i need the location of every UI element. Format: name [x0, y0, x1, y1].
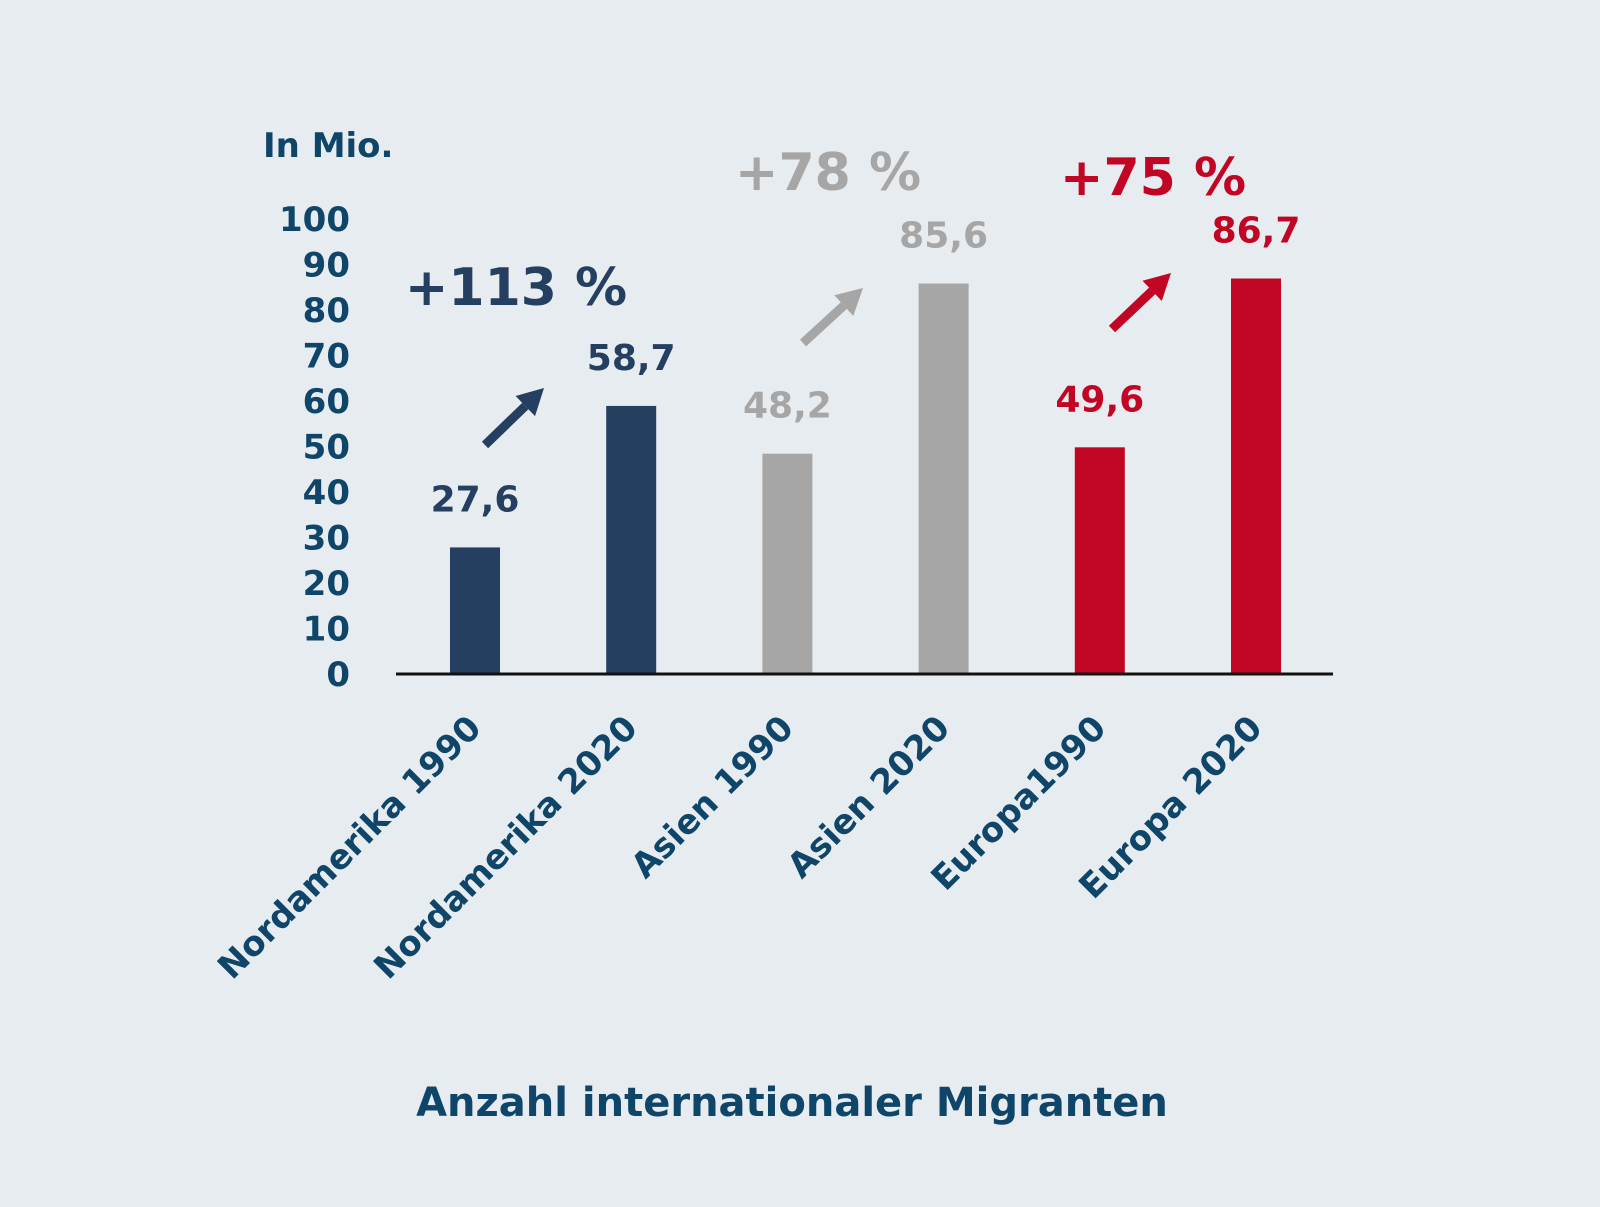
value-label: 49,6 [1055, 379, 1144, 420]
change-percent-label: +113 % [405, 258, 627, 318]
y-tick-label: 100 [279, 200, 350, 240]
chart-title: Anzahl internationaler Migranten [416, 1080, 1168, 1126]
y-tick-label: 90 [303, 246, 350, 286]
arrow-head [834, 288, 863, 316]
value-label: 86,7 [1212, 211, 1301, 252]
arrow-shaft [1108, 287, 1156, 333]
x-tick-label: Nordamerika 1990 [210, 708, 489, 987]
bar [918, 283, 969, 673]
y-tick-label: 40 [303, 473, 350, 513]
value-label: 58,7 [587, 338, 676, 379]
arrow-head [1142, 273, 1171, 302]
y-tick-label: 0 [326, 655, 350, 695]
bar [606, 405, 657, 673]
change-percent-label: +75 % [1060, 148, 1246, 208]
bar [1231, 278, 1281, 673]
arrow-up-right-icon [481, 388, 544, 449]
value-label: 27,6 [431, 479, 520, 520]
change-percent-label: +78 % [735, 143, 921, 203]
y-axis-ticks: 0 10 20 30 40 50 60 70 80 90 100 [279, 200, 350, 695]
bar [450, 547, 500, 673]
arrow-head [515, 388, 544, 417]
value-labels: 27,6 58,7 48,2 85,6 49,6 86,7 [431, 211, 1301, 521]
y-tick-label: 30 [303, 519, 350, 559]
arrow-up-right-icon [799, 288, 863, 347]
y-tick-label: 70 [303, 337, 350, 377]
bar [1074, 447, 1125, 673]
arrow-shaft [481, 402, 529, 449]
y-tick-label: 20 [303, 564, 350, 604]
value-label: 48,2 [743, 386, 832, 427]
arrow-shaft [799, 302, 847, 347]
x-tick-label: Nordamerika 2020 [366, 708, 645, 987]
y-axis-label: In Mio. [263, 126, 393, 166]
y-tick-label: 10 [303, 610, 350, 650]
arrow-up-right-icon [1108, 273, 1171, 333]
bar [762, 453, 813, 673]
y-tick-label: 80 [303, 291, 350, 331]
value-label: 85,6 [899, 216, 988, 257]
x-tick-label: Asien 2020 [780, 708, 958, 886]
x-tick-label: Asien 1990 [624, 708, 802, 886]
y-tick-label: 50 [303, 428, 350, 468]
y-tick-label: 60 [303, 382, 350, 422]
bars [450, 278, 1281, 673]
annotations: +113 % +78 % +75 % [405, 143, 1246, 449]
